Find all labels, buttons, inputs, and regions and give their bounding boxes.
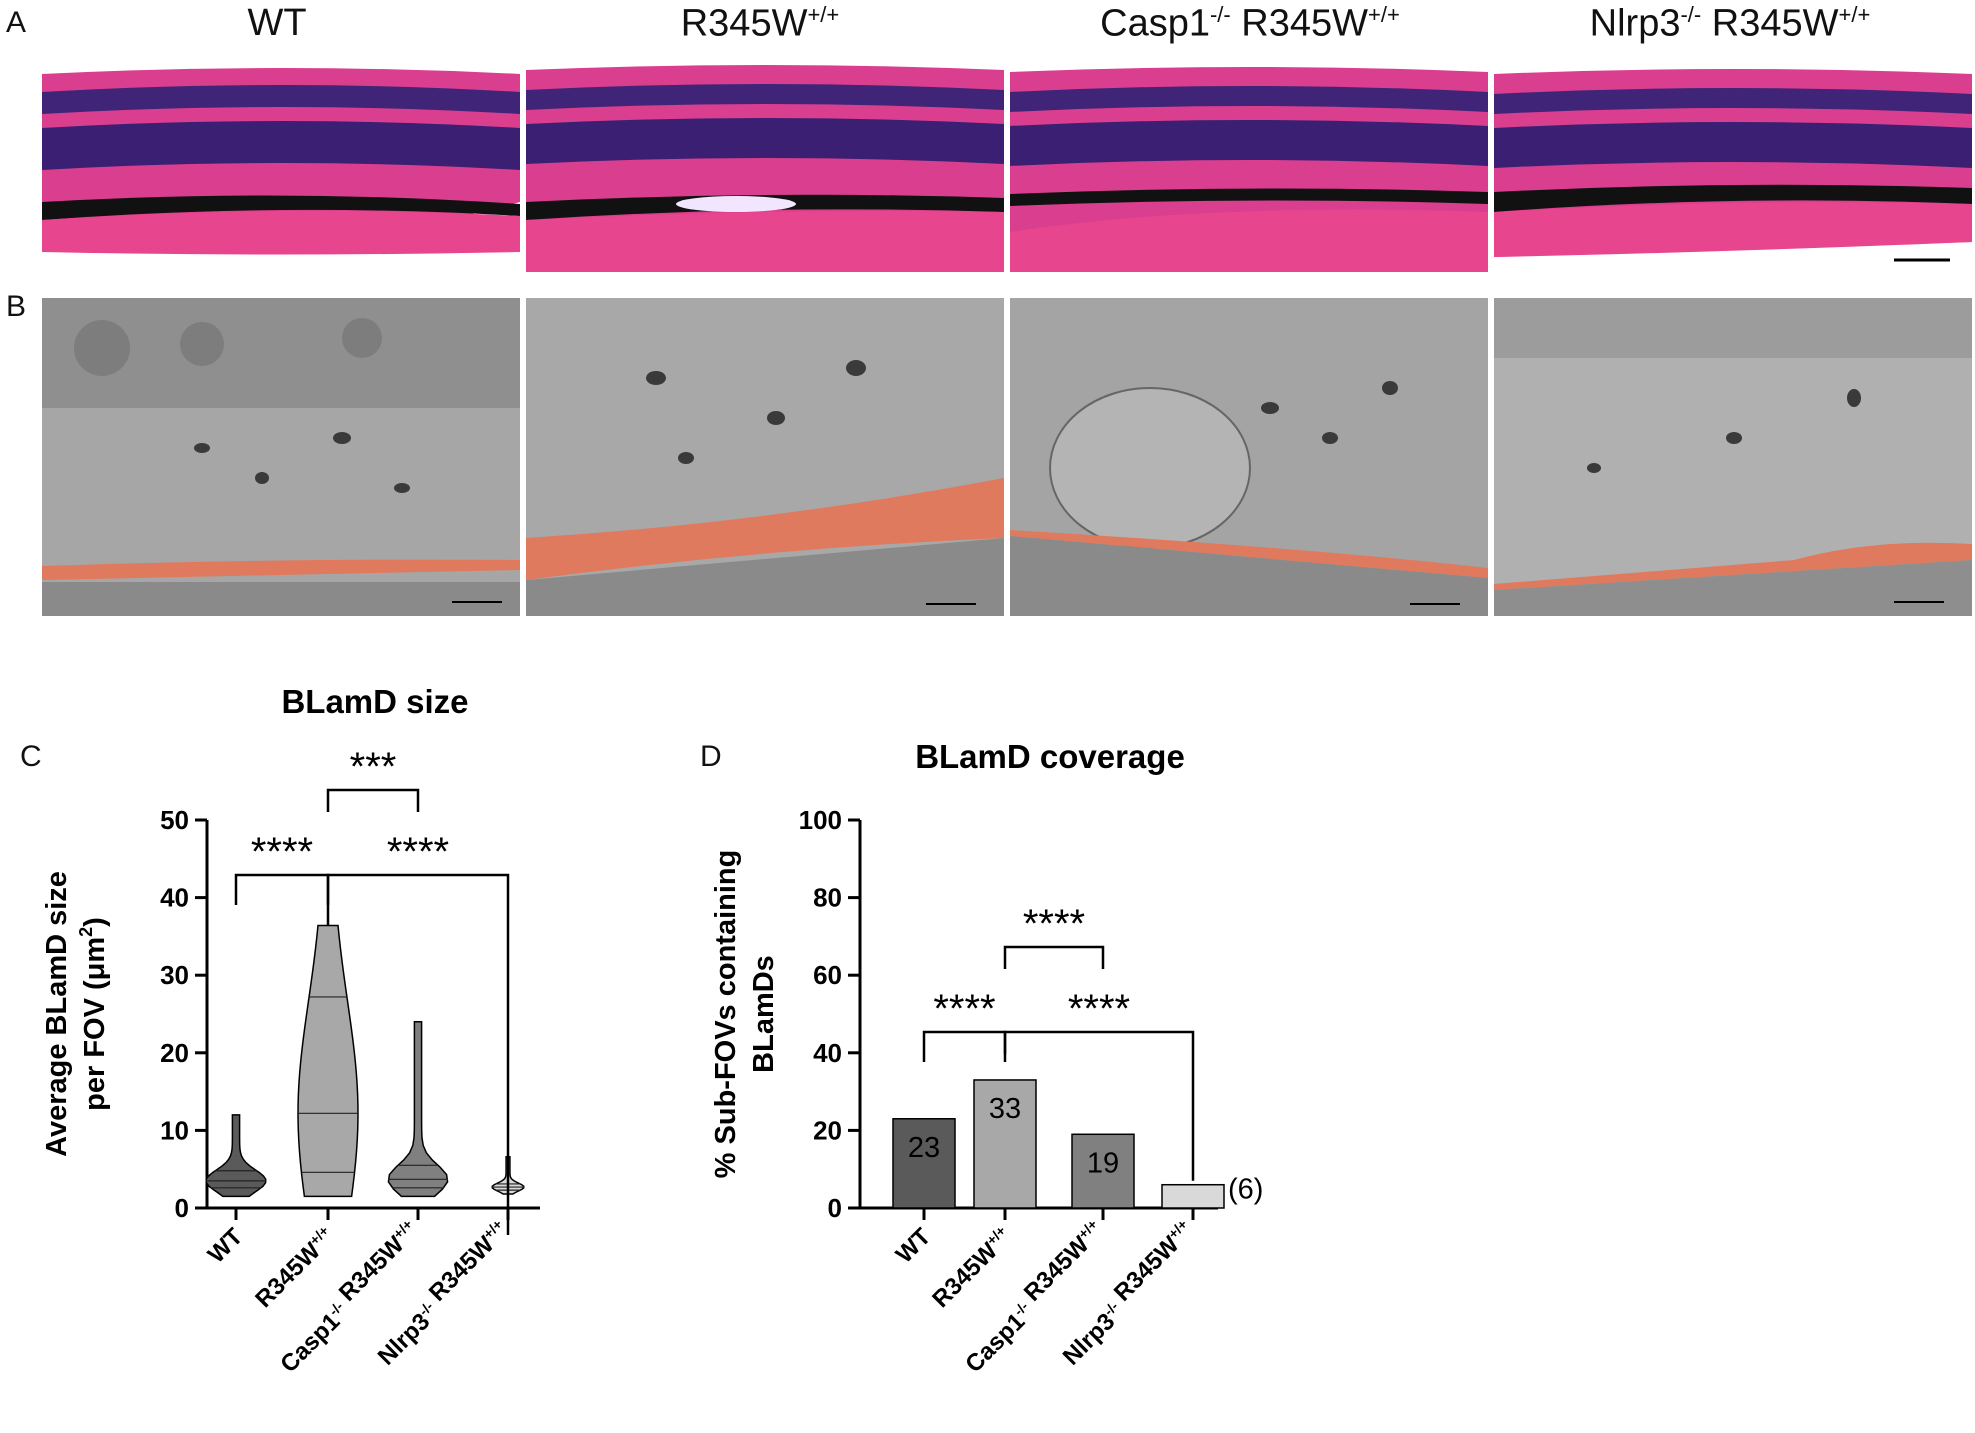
chart-d-significance-bracket [922, 1030, 1007, 1062]
chart-d-data-label: 23 [908, 1132, 940, 1164]
em-image-nlrp3 [1494, 298, 1972, 616]
panel-letter-d: D [700, 740, 722, 773]
chart-d-y-tick-label: 20 [813, 1115, 842, 1145]
chart-d-title: BLamD coverage [915, 738, 1185, 775]
chart-c-y-tick-label: 50 [160, 805, 189, 835]
chart-c-y-label: Average BLamD size per FOV (μm2) [41, 871, 111, 1157]
panel-letter-a: A [6, 6, 27, 39]
chart-c-y-tick-label: 40 [160, 883, 189, 913]
chart-c-y-tick-label: 0 [175, 1193, 189, 1223]
chart-c-y-tick-label: 10 [160, 1115, 189, 1145]
he-image-nlrp3 [1494, 52, 1972, 272]
chart-d-data-label: 33 [989, 1093, 1021, 1125]
em-image-wt [42, 298, 520, 616]
chart-d-significance-label: **** [1023, 902, 1085, 946]
chart-d-significance-bracket [1003, 945, 1105, 969]
column-label-wt: WT [247, 2, 307, 44]
chart-c-title: BLamD size [281, 683, 468, 720]
column-label-nlrp3: Nlrp3-/- R345W+/+ [1589, 2, 1871, 45]
chart-d-bar [973, 1079, 1037, 1209]
chart-d-y-tick-label: 100 [799, 805, 842, 835]
chart-d-bar [1161, 1183, 1225, 1209]
panel-letter-b: B [6, 290, 27, 323]
chart-c-significance-label: **** [387, 830, 449, 874]
panel-letter-c: C [20, 740, 42, 773]
chart-d-data-label: (6) [1228, 1174, 1263, 1206]
chart-d-y-tick-label: 80 [813, 883, 842, 913]
chart-c-significance-bracket [326, 873, 510, 1235]
chart-d-y-tick-label: 40 [813, 1038, 842, 1068]
chart-d-bar [892, 1118, 956, 1209]
column-label-casp1: Casp1-/- R345W+/+ [1100, 2, 1400, 45]
chart-c-violin [297, 924, 359, 1198]
chart-d-significance-bracket [1003, 1030, 1195, 1181]
em-image-casp1 [1010, 298, 1488, 616]
chart-d-y-tick-label: 60 [813, 960, 842, 990]
chart-d-significance-label: **** [933, 987, 995, 1031]
chart-c-significance-bracket [326, 788, 420, 812]
chart-d-x-tick-label: WT [891, 1223, 937, 1269]
column-label-r345w: R345W+/+ [680, 2, 840, 45]
chart-d-significance-label: **** [1068, 987, 1130, 1031]
he-image-r345w [526, 52, 1004, 272]
chart-c-significance-label: *** [350, 745, 397, 789]
chart-d-y-label: % Sub-FOVs containing BLamDs [710, 850, 780, 1179]
chart-c-violin [387, 1021, 449, 1198]
he-image-casp1 [1010, 52, 1488, 272]
em-image-r345w [526, 298, 1004, 616]
chart-c-significance-label: **** [251, 830, 313, 874]
chart-d-bar [1071, 1133, 1135, 1209]
chart-c-violin [205, 1114, 267, 1198]
chart-d-x-tick-label: R345W+/+ [927, 1222, 1018, 1313]
chart-c-blamd-size: BLamD size 0 10 20 30 40 50 Average BLamD size p… [41, 683, 540, 1378]
chart-d-y-tick-label: 0 [828, 1193, 842, 1223]
chart-c-y-tick-label: 20 [160, 1038, 189, 1068]
chart-c-y-tick-label: 30 [160, 960, 189, 990]
chart-d-data-label: 19 [1087, 1147, 1119, 1179]
he-image-wt [42, 52, 520, 272]
